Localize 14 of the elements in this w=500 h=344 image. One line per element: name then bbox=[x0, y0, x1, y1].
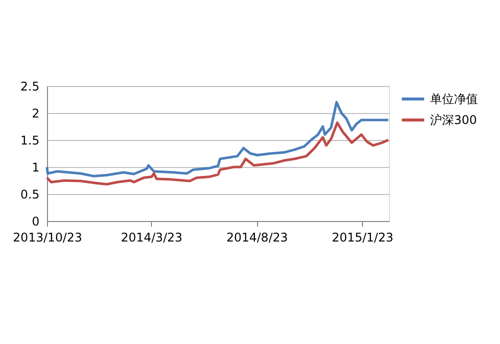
y-tick-label: 0.5 bbox=[20, 188, 40, 202]
line-series bbox=[46, 121, 390, 186]
x-tick-label: 2015/1/23 bbox=[332, 230, 394, 244]
y-tick-label: 1.5 bbox=[20, 134, 40, 148]
y-tick-label: 2.5 bbox=[20, 80, 40, 94]
line-series bbox=[46, 100, 390, 178]
x-tick-label: 2014/3/23 bbox=[120, 230, 182, 244]
x-tick-label: 2014/8/23 bbox=[226, 230, 288, 244]
y-tick-label: 2 bbox=[32, 106, 40, 120]
x-tick-label: 2013/10/23 bbox=[12, 230, 82, 244]
legend-label: 沪深300 bbox=[430, 113, 477, 127]
y-tick-label: 1 bbox=[32, 160, 40, 174]
legend-label: 单位净值 bbox=[430, 92, 478, 106]
y-tick-label: 0 bbox=[32, 214, 40, 228]
